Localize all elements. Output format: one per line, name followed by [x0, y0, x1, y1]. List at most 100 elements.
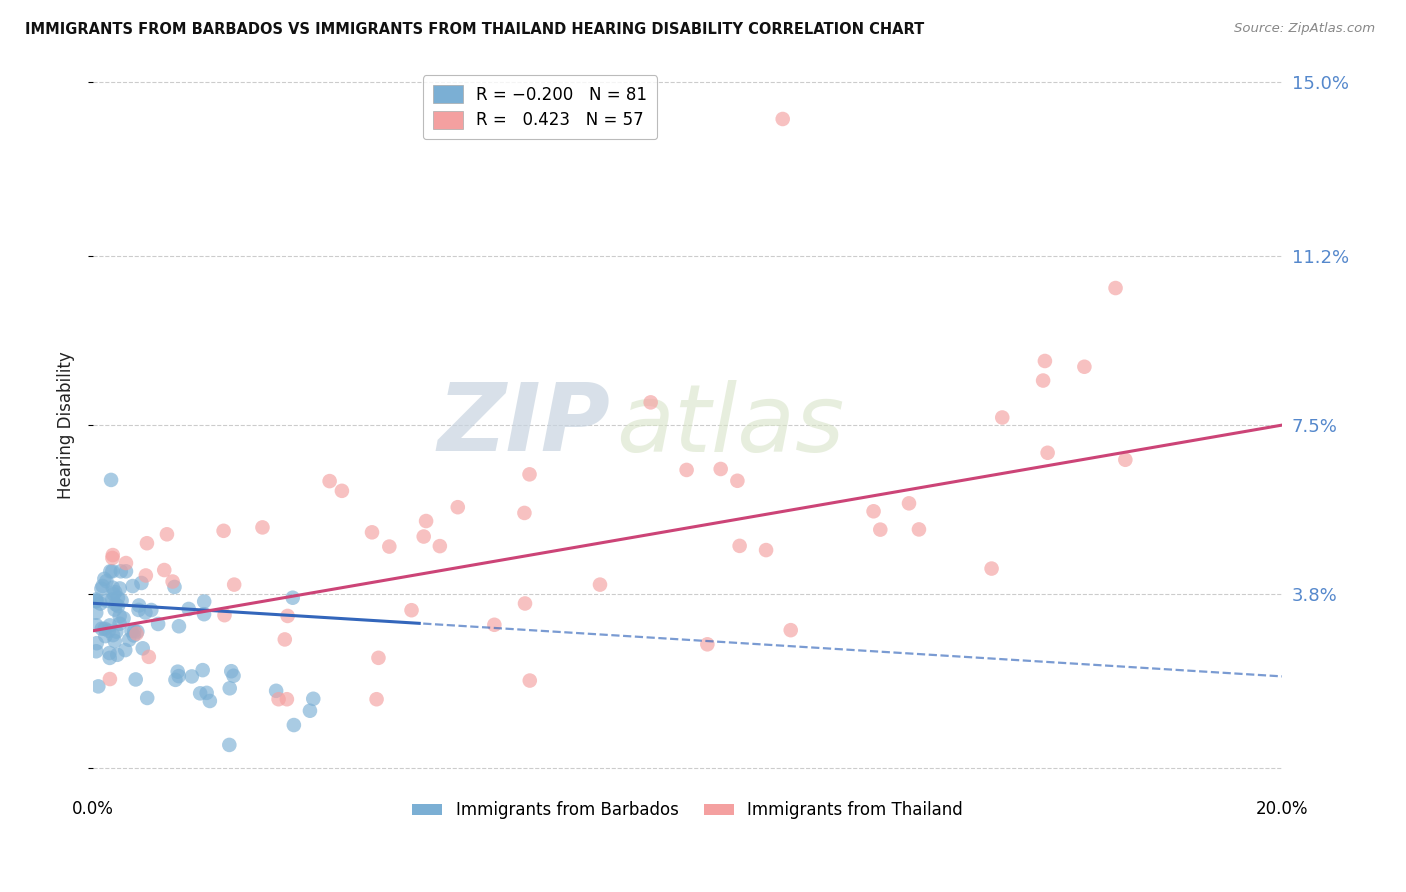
Point — [101, 592, 124, 607]
Point — [136, 536, 159, 550]
Point — [224, 577, 246, 591]
Point — [193, 607, 215, 622]
Point — [755, 543, 778, 558]
Point — [1032, 374, 1054, 388]
Point — [218, 681, 240, 696]
Point — [122, 628, 145, 642]
Point — [107, 591, 129, 605]
Point — [191, 663, 214, 677]
Point — [86, 636, 108, 650]
Point — [90, 622, 112, 636]
Point — [104, 634, 127, 648]
Point — [281, 591, 304, 605]
Point — [728, 539, 751, 553]
Point — [195, 686, 218, 700]
Point — [1033, 354, 1056, 368]
Point — [84, 618, 107, 632]
Point — [94, 622, 117, 636]
Point — [188, 686, 211, 700]
Point — [101, 564, 124, 578]
Point — [869, 523, 891, 537]
Point — [513, 597, 536, 611]
Point — [84, 594, 107, 608]
Point — [167, 619, 190, 633]
Point — [163, 580, 186, 594]
Point — [156, 527, 179, 541]
Point — [1073, 359, 1095, 374]
Point — [318, 474, 340, 488]
Point — [138, 649, 160, 664]
Point — [104, 585, 127, 599]
Point — [991, 410, 1014, 425]
Point — [97, 624, 120, 638]
Point — [112, 611, 135, 625]
Point — [218, 738, 240, 752]
Point — [110, 593, 132, 607]
Point — [193, 594, 215, 608]
Point — [675, 463, 697, 477]
Point — [180, 669, 202, 683]
Point — [146, 617, 169, 632]
Point — [222, 669, 245, 683]
Point — [135, 568, 157, 582]
Point — [412, 529, 434, 543]
Point — [415, 514, 437, 528]
Point — [162, 574, 184, 589]
Point — [100, 473, 122, 487]
Point — [118, 632, 141, 647]
Point — [125, 626, 148, 640]
Point — [108, 609, 131, 624]
Point — [101, 548, 124, 562]
Point — [107, 599, 129, 613]
Point — [276, 692, 298, 706]
Point — [283, 718, 305, 732]
Point — [103, 587, 125, 601]
Point — [89, 597, 111, 611]
Point — [121, 579, 143, 593]
Point — [115, 564, 138, 578]
Point — [91, 579, 114, 593]
Text: Source: ZipAtlas.com: Source: ZipAtlas.com — [1234, 22, 1375, 36]
Point — [198, 694, 221, 708]
Point — [105, 648, 128, 662]
Point — [108, 582, 131, 596]
Point — [167, 669, 190, 683]
Point — [127, 624, 149, 639]
Point — [401, 603, 423, 617]
Point — [134, 606, 156, 620]
Point — [84, 644, 107, 658]
Point — [361, 525, 384, 540]
Point — [772, 112, 794, 126]
Point — [104, 602, 127, 616]
Point — [104, 598, 127, 612]
Point — [84, 592, 107, 607]
Point — [1114, 452, 1136, 467]
Point — [862, 504, 884, 518]
Point — [267, 692, 290, 706]
Point — [101, 550, 124, 565]
Point — [908, 523, 931, 537]
Point — [366, 692, 388, 706]
Point — [98, 672, 121, 686]
Point — [120, 624, 142, 638]
Text: ZIP: ZIP — [437, 379, 610, 471]
Y-axis label: Hearing Disability: Hearing Disability — [58, 351, 75, 499]
Point — [141, 603, 163, 617]
Point — [98, 651, 121, 665]
Point — [122, 624, 145, 638]
Point — [98, 564, 121, 578]
Point — [330, 483, 353, 498]
Point — [429, 539, 451, 553]
Point — [177, 602, 200, 616]
Point — [101, 581, 124, 595]
Text: IMMIGRANTS FROM BARBADOS VS IMMIGRANTS FROM THAILAND HEARING DISABILITY CORRELAT: IMMIGRANTS FROM BARBADOS VS IMMIGRANTS F… — [25, 22, 925, 37]
Point — [101, 628, 124, 642]
Point — [165, 673, 187, 687]
Point — [725, 474, 748, 488]
Point — [298, 704, 321, 718]
Point — [252, 520, 274, 534]
Point — [108, 616, 131, 631]
Point — [484, 617, 506, 632]
Point — [114, 643, 136, 657]
Point — [214, 608, 236, 623]
